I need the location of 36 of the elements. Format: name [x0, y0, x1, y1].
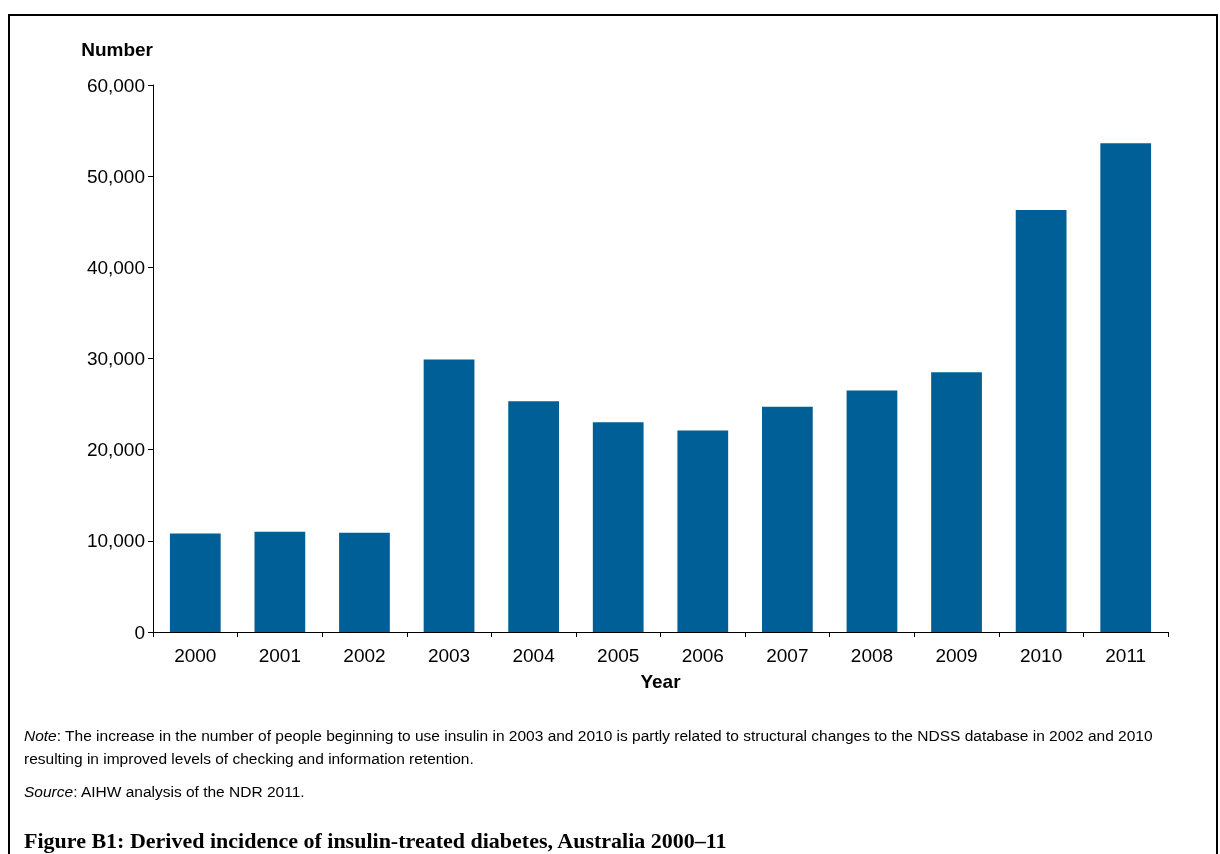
x-tick-label: 2007 [766, 645, 809, 666]
text: Figure B1: Derived incidence of insulin-treated diabetes, Australia 2000–11 [24, 828, 727, 854]
bar [339, 532, 390, 632]
x-axis-title: Year [640, 671, 682, 692]
y-tick-label: 60,000 [86, 74, 145, 96]
y-tick-label: 30,000 [86, 348, 145, 369]
bar [254, 531, 306, 632]
x-tick-label: 2005 [597, 645, 640, 666]
bar [931, 372, 982, 632]
y-tick-label: 0 [134, 621, 145, 643]
x-tick-label: 2004 [512, 645, 556, 666]
bar [1015, 209, 1067, 632]
y-axis-title: Number [81, 39, 154, 60]
bar [508, 401, 559, 632]
y-tick-label: 50,000 [86, 165, 145, 187]
source-note: Source: AIHW analysis of the NDR 2011. [24, 782, 306, 802]
x-tick-label: 2000 [174, 645, 217, 666]
y-tick-label: 20,000 [86, 439, 145, 461]
bar [592, 422, 644, 632]
x-tick-label: 2001 [258, 645, 302, 666]
x-tick-label: 2009 [935, 645, 978, 666]
x-tick-label: 2008 [850, 645, 894, 666]
bar [762, 406, 813, 632]
x-tick-label: 2003 [427, 645, 471, 666]
y-tick-label: 10,000 [86, 530, 145, 552]
bar [846, 390, 898, 632]
bar [169, 533, 221, 632]
bar [677, 430, 729, 632]
x-tick-label: 2006 [681, 645, 724, 666]
x-tick-label: 2002 [343, 645, 386, 666]
y-tick-label: 40,000 [86, 256, 145, 278]
bar [1100, 143, 1152, 632]
text: Note: The increase in the number of people beginning to use insulin in 2003 and 2010 is partly related to structural changes to the NDSS database in 2002 and 2010 resulting in improved levels of checking and information retention. [24, 726, 1154, 769]
bar [423, 359, 475, 632]
x-tick-label: 2011 [1105, 645, 1147, 666]
x-tick-label: 2010 [1019, 645, 1063, 666]
